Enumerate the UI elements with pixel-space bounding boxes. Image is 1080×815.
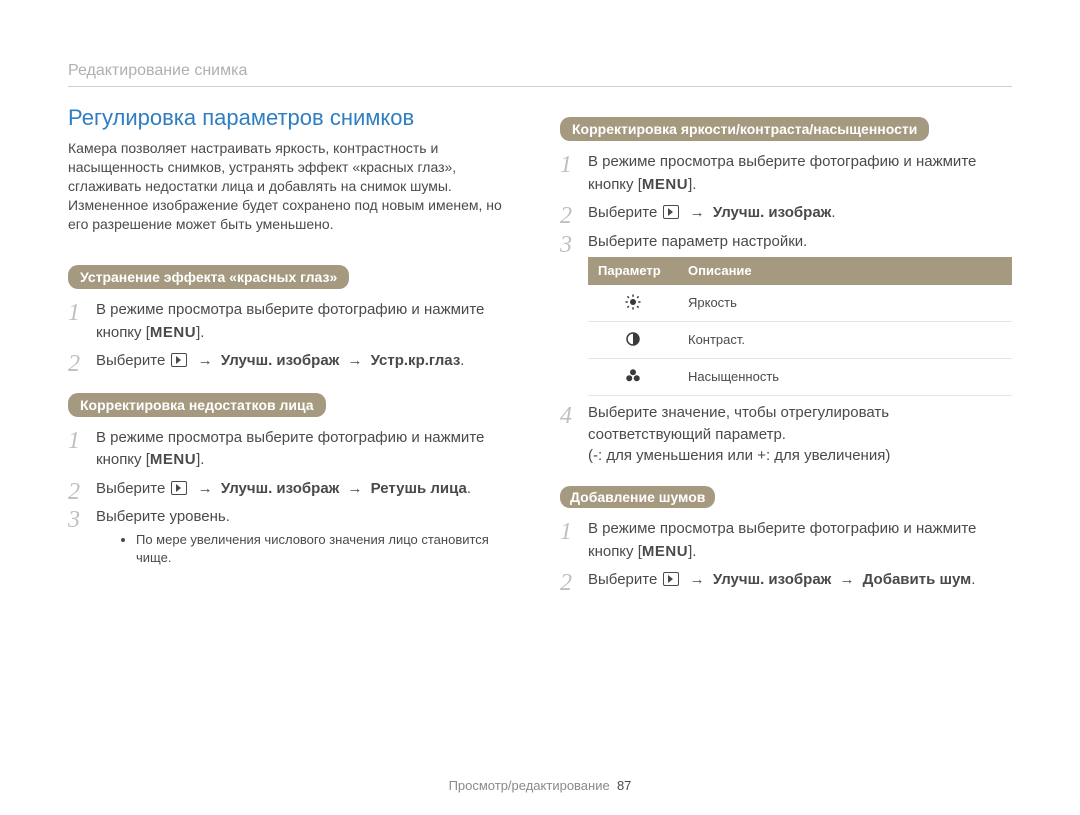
step-prefix: Выберите (588, 204, 661, 221)
step-prefix: Выберите (96, 352, 169, 369)
manual-page: Редактирование снимка Регулировка параме… (0, 0, 1080, 815)
noise-step-2: Выберите → Улучш. изображ → Добавить шум… (560, 569, 1012, 592)
noise-step-1: В режиме просмотра выберите фотографию и… (560, 518, 1012, 563)
arrow-icon: → (686, 571, 709, 588)
arrow-icon: → (686, 204, 709, 221)
col-desc: Описание (678, 257, 1012, 285)
redeye-step-1: В режиме просмотра выберите фотографию и… (68, 299, 520, 344)
redeye-steps: В режиме просмотра выберите фотографию и… (68, 299, 520, 373)
bcs-step-4: Выберите значение, чтобы отрегулировать … (560, 402, 1012, 467)
bcs-steps: В режиме просмотра выберите фотографию и… (560, 151, 1012, 466)
row-desc: Насыщенность (678, 358, 1012, 395)
noise-badge: Добавление шумов (560, 486, 715, 508)
right-column: Корректировка яркости/контраста/насыщенн… (560, 105, 1012, 600)
param-table: Параметр Описание Яркость (588, 257, 1012, 396)
improve-label: Улучш. изображ (713, 204, 831, 221)
step-prefix: Выберите (588, 571, 661, 588)
improve-label: Улучш. изображ (713, 571, 831, 588)
bcs-step-2: Выберите → Улучш. изображ. (560, 202, 1012, 225)
face-bullet: По мере увеличения числового значения ли… (136, 531, 520, 566)
bcs-step4-note: (-: для уменьшения или +: для увеличения… (588, 445, 1012, 467)
page-number: 87 (617, 778, 631, 793)
improve-label: Улучш. изображ (221, 352, 339, 369)
bcs-step-3: Выберите параметр настройки. Параметр Оп… (560, 231, 1012, 396)
face-step-1: В режиме просмотра выберите фотографию и… (68, 427, 520, 472)
intro-text: Камера позволяет настраивать яркость, ко… (68, 139, 520, 233)
step-prefix: Выберите (96, 480, 169, 497)
arrow-icon: → (835, 571, 858, 588)
row-desc: Контраст. (678, 321, 1012, 358)
redeye-badge: Устранение эффекта «красных глаз» (68, 265, 349, 289)
step-text: Выберите уровень. (96, 508, 230, 525)
left-column: Регулировка параметров снимков Камера по… (68, 105, 520, 600)
play-icon (663, 572, 679, 586)
footer-label: Просмотр/редактирование (449, 778, 610, 793)
face-target: Ретушь лица (371, 480, 467, 497)
brightness-icon (588, 285, 678, 322)
face-steps: В режиме просмотра выберите фотографию и… (68, 427, 520, 566)
row-desc: Яркость (678, 285, 1012, 322)
step-text: Выберите параметр настройки. (588, 233, 807, 250)
play-icon (171, 481, 187, 495)
step-text: Выберите значение, чтобы отрегулировать … (588, 404, 889, 444)
face-badge: Корректировка недостатков лица (68, 393, 326, 417)
redeye-step-2: Выберите → Улучш. изображ → Устр.кр.глаз… (68, 350, 520, 373)
menu-label: MENU (642, 174, 688, 197)
col-param: Параметр (588, 257, 678, 285)
page-header: Редактирование снимка (68, 62, 1012, 87)
arrow-icon: → (194, 352, 217, 369)
arrow-icon: → (343, 480, 366, 497)
section-title: Регулировка параметров снимков (68, 105, 520, 131)
arrow-icon: → (343, 352, 366, 369)
noise-steps: В режиме просмотра выберите фотографию и… (560, 518, 1012, 592)
play-icon (663, 205, 679, 219)
menu-label: MENU (642, 541, 688, 564)
face-step-3: Выберите уровень. По мере увеличения чис… (68, 506, 520, 566)
bcs-step-1: В режиме просмотра выберите фотографию и… (560, 151, 1012, 196)
bcs-badge: Корректировка яркости/контраста/насыщенн… (560, 117, 929, 141)
contrast-icon (588, 321, 678, 358)
content-columns: Регулировка параметров снимков Камера по… (68, 105, 1012, 600)
saturation-icon (588, 358, 678, 395)
param-table-header-row: Параметр Описание (588, 257, 1012, 285)
improve-label: Улучш. изображ (221, 480, 339, 497)
page-footer: Просмотр/редактирование 87 (0, 778, 1080, 793)
table-row: Яркость (588, 285, 1012, 322)
table-row: Насыщенность (588, 358, 1012, 395)
table-row: Контраст. (588, 321, 1012, 358)
play-icon (171, 353, 187, 367)
face-bullets: По мере увеличения числового значения ли… (96, 531, 520, 566)
menu-label: MENU (150, 449, 196, 472)
noise-target: Добавить шум (863, 571, 972, 588)
face-step-2: Выберите → Улучш. изображ → Ретушь лица. (68, 478, 520, 501)
redeye-target: Устр.кр.глаз (371, 352, 461, 369)
menu-label: MENU (150, 322, 196, 345)
arrow-icon: → (194, 480, 217, 497)
